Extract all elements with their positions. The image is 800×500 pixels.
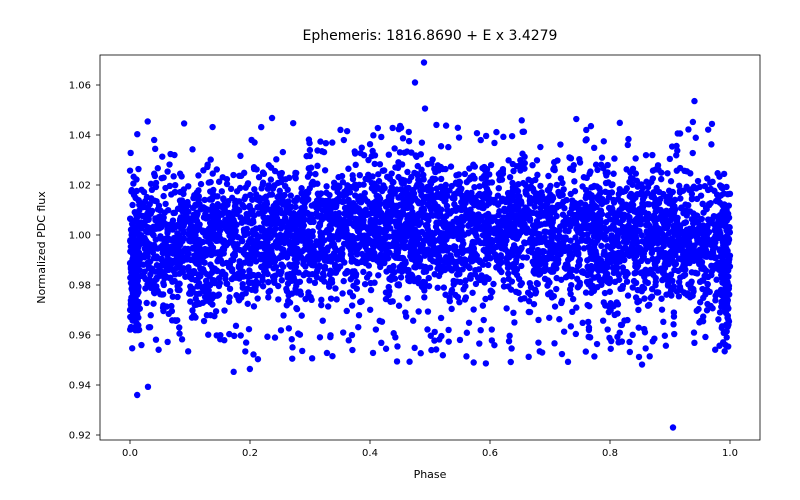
chart-title: Ephemeris: 1816.8690 + E x 3.4279: [303, 28, 558, 44]
ytick-label: 1.00: [69, 231, 91, 242]
ytick-label: 0.94: [69, 381, 91, 392]
chart-canvas: 0.0 0.2 0.4 0.6 0.8 1.0 0.92 0.94 0.96 0.98 1.00 1.…: [0, 0, 800, 500]
ylabel: Normalized PDC flux: [35, 191, 48, 304]
xtick-label: 1.0: [722, 448, 738, 459]
ytick-label: 0.92: [69, 431, 91, 442]
ytick-label: 0.96: [69, 331, 91, 342]
xtick-label: 0.2: [242, 448, 258, 459]
ytick-label: 1.02: [69, 181, 91, 192]
xtick-label: 0.4: [362, 448, 378, 459]
ytick-label: 1.06: [69, 81, 91, 92]
xtick-label: 0.8: [602, 448, 618, 459]
xlabel: Phase: [414, 468, 447, 481]
ytick-label: 0.98: [69, 281, 91, 292]
ytick-label: 1.04: [69, 131, 91, 142]
scatter-chart: 0.0 0.2 0.4 0.6 0.8 1.0 0.92 0.94 0.96 0.98 1.00 1.…: [0, 0, 800, 500]
xtick-label: 0.0: [122, 448, 138, 459]
xtick-label: 0.6: [482, 448, 498, 459]
